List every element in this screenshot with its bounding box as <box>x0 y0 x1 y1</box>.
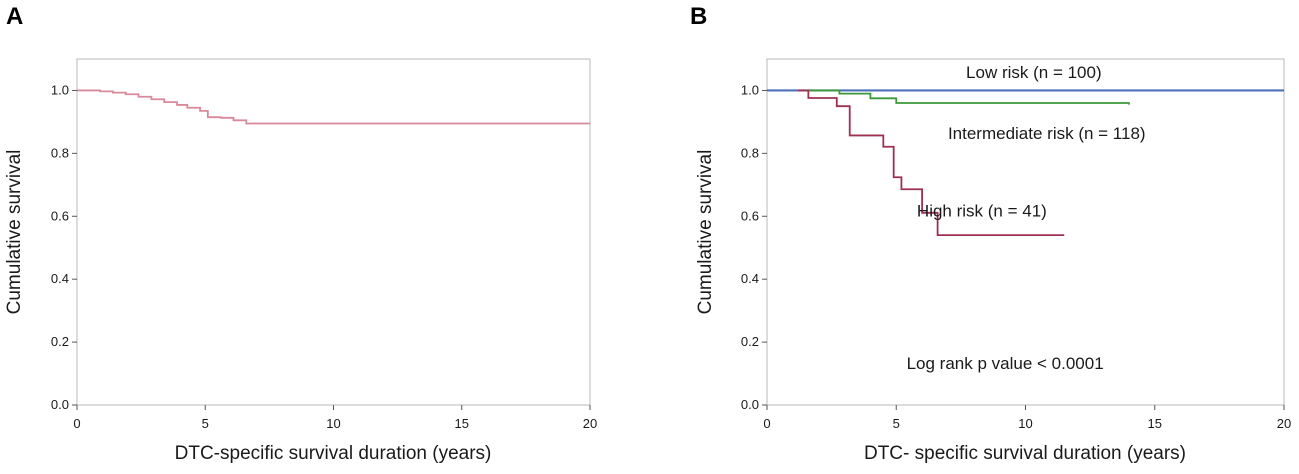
panel-label-b: B <box>690 3 707 30</box>
y-tick-label-a: 0.2 <box>51 334 69 349</box>
y-axis-a: 0.0 0.2 0.4 0.6 0.8 1.0 <box>51 82 77 412</box>
series-layer-b <box>767 89 1284 237</box>
panel-a: A 0.0 0.2 0.4 0.6 0.8 1.0 0 5 10 15 20 DTC-specif… <box>4 3 597 464</box>
panel-label-a: A <box>6 3 23 30</box>
y-tick-label-a: 0.4 <box>51 271 69 286</box>
y-tick-label-b: 0.0 <box>741 397 759 412</box>
plot-frame-a <box>76 58 591 406</box>
annotation-b-3: Log rank p value < 0.0001 <box>907 354 1104 373</box>
panel-b: B 0.0 0.2 0.4 0.6 0.8 1.0 0 5 10 15 20 Low risk (… <box>690 3 1291 464</box>
x-axis-a: 0 5 10 15 20 <box>73 405 597 431</box>
y-tick-label-a: 0.0 <box>51 397 69 412</box>
x-axis-label-b: DTC- specific survival duration (years) <box>864 443 1186 464</box>
y-tick-label-a: 1.0 <box>51 82 69 97</box>
plot-frame-b <box>766 58 1285 406</box>
x-tick-label-a: 10 <box>326 416 340 431</box>
series-line-a-0 <box>77 89 590 125</box>
x-tick-label-a: 20 <box>583 416 597 431</box>
annotation-b-1: Intermediate risk (n = 118) <box>948 124 1146 143</box>
y-axis-label-b: Cumulative survival <box>695 150 716 315</box>
y-axis-b: 0.0 0.2 0.4 0.6 0.8 1.0 <box>741 82 767 412</box>
series-line-b-2 <box>798 89 1065 237</box>
x-axis-b: 0 5 10 15 20 <box>763 405 1291 431</box>
x-tick-label-b: 10 <box>1018 416 1032 431</box>
x-tick-label-a: 5 <box>202 416 209 431</box>
x-tick-label-a: 0 <box>73 416 80 431</box>
y-tick-label-b: 0.8 <box>741 145 759 160</box>
annotation-layer-b: Low risk (n = 100) Intermediate risk (n =… <box>907 63 1146 373</box>
x-tick-label-b: 15 <box>1148 416 1162 431</box>
x-axis-label-a: DTC-specific survival duration (years) <box>175 443 492 464</box>
y-axis-label-a: Cumulative survival <box>4 150 25 315</box>
y-tick-label-b: 0.4 <box>741 271 759 286</box>
annotation-b-2: High risk (n = 41) <box>917 201 1047 220</box>
x-tick-label-b: 20 <box>1277 416 1291 431</box>
x-tick-label-b: 0 <box>763 416 770 431</box>
series-layer-a <box>77 89 590 125</box>
y-tick-label-a: 0.8 <box>51 145 69 160</box>
y-tick-label-b: 1.0 <box>741 82 759 97</box>
y-tick-label-a: 0.6 <box>51 208 69 223</box>
x-tick-label-b: 5 <box>893 416 900 431</box>
x-tick-label-a: 15 <box>455 416 469 431</box>
y-tick-label-b: 0.2 <box>741 334 759 349</box>
annotation-b-0: Low risk (n = 100) <box>966 63 1102 82</box>
series-line-b-1 <box>800 89 1130 105</box>
y-tick-label-b: 0.6 <box>741 208 759 223</box>
